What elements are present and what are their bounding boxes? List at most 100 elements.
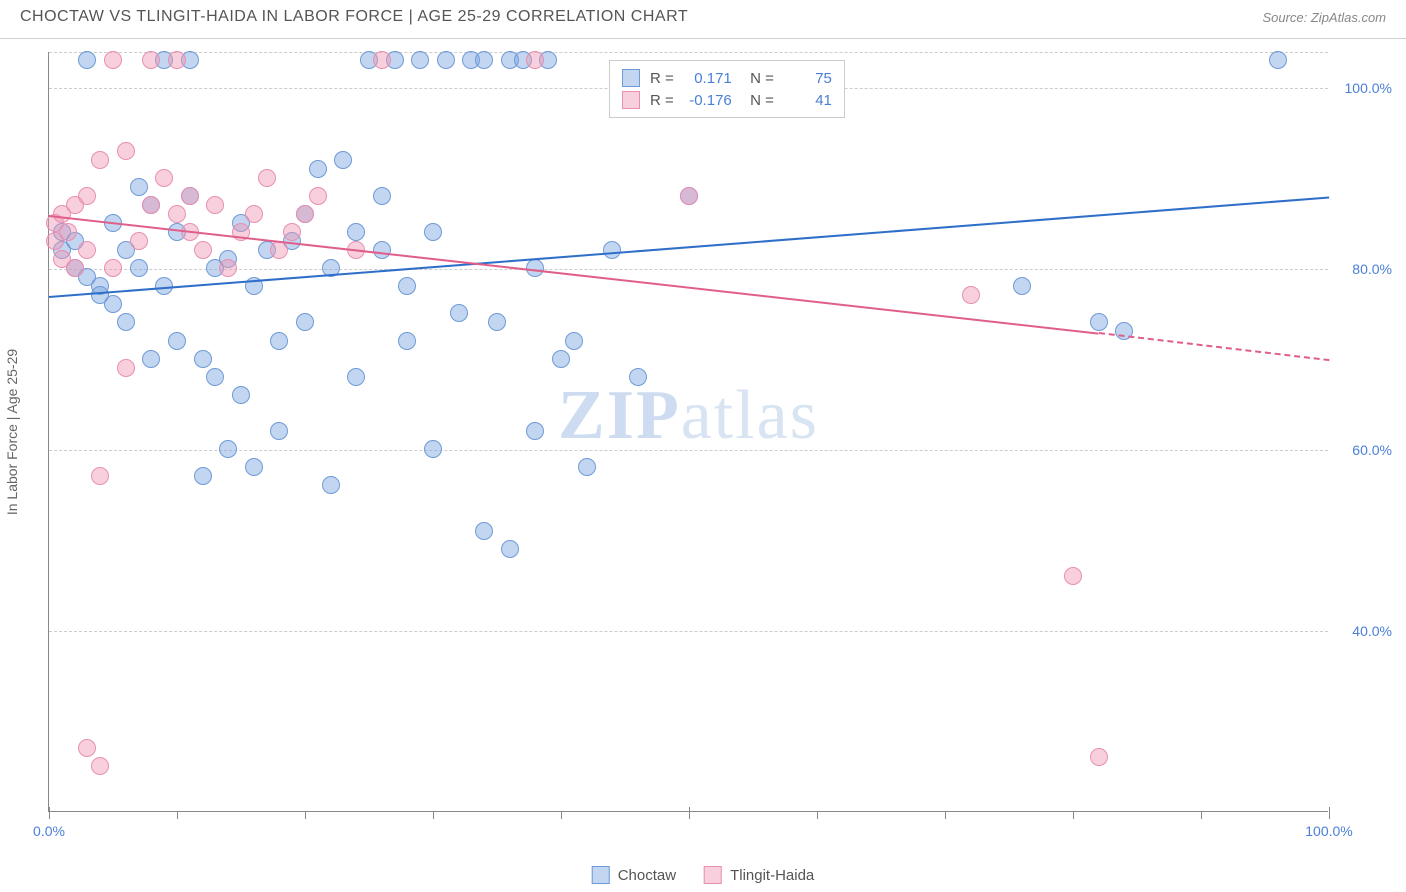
data-point bbox=[424, 223, 442, 241]
regression-line bbox=[1098, 332, 1329, 361]
data-point bbox=[104, 51, 122, 69]
data-point bbox=[1269, 51, 1287, 69]
stat-n-label: N = bbox=[742, 70, 774, 87]
data-point bbox=[104, 295, 122, 313]
x-tick bbox=[1073, 811, 1074, 819]
data-point bbox=[206, 196, 224, 214]
gridline bbox=[49, 52, 1328, 53]
data-point bbox=[168, 332, 186, 350]
data-point bbox=[526, 51, 544, 69]
y-tick-label: 40.0% bbox=[1336, 623, 1392, 639]
data-point bbox=[142, 51, 160, 69]
data-point bbox=[219, 440, 237, 458]
data-point bbox=[322, 476, 340, 494]
data-point bbox=[962, 286, 980, 304]
stat-r-label: R = bbox=[650, 70, 674, 87]
data-point bbox=[501, 540, 519, 558]
gridline bbox=[49, 450, 1328, 451]
legend-swatch-icon bbox=[622, 69, 640, 87]
data-point bbox=[78, 739, 96, 757]
data-point bbox=[424, 440, 442, 458]
data-point bbox=[526, 422, 544, 440]
chart-header: CHOCTAW VS TLINGIT-HAIDA IN LABOR FORCE … bbox=[0, 0, 1406, 39]
stat-n-value: 75 bbox=[784, 70, 832, 87]
data-point bbox=[450, 304, 468, 322]
stat-r-label: R = bbox=[650, 92, 674, 109]
x-tick bbox=[561, 811, 562, 819]
data-point bbox=[117, 313, 135, 331]
watermark: ZIPatlas bbox=[558, 376, 819, 456]
data-point bbox=[245, 458, 263, 476]
legend-swatch-icon bbox=[592, 866, 610, 884]
stat-n-label: N = bbox=[742, 92, 774, 109]
data-point bbox=[309, 187, 327, 205]
y-tick-label: 60.0% bbox=[1336, 442, 1392, 458]
series-legend: Choctaw Tlingit-Haida bbox=[592, 866, 815, 884]
data-point bbox=[437, 51, 455, 69]
data-point bbox=[181, 187, 199, 205]
data-point bbox=[142, 196, 160, 214]
data-point bbox=[130, 232, 148, 250]
data-point bbox=[629, 368, 647, 386]
legend-label: Tlingit-Haida bbox=[730, 867, 814, 884]
legend-label: Choctaw bbox=[618, 867, 676, 884]
data-point bbox=[245, 205, 263, 223]
data-point bbox=[334, 151, 352, 169]
data-point bbox=[552, 350, 570, 368]
gridline bbox=[49, 631, 1328, 632]
data-point bbox=[168, 205, 186, 223]
data-point bbox=[296, 313, 314, 331]
regression-line bbox=[49, 215, 1099, 335]
data-point bbox=[398, 277, 416, 295]
legend-item-tlingit-haida: Tlingit-Haida bbox=[704, 866, 814, 884]
data-point bbox=[59, 223, 77, 241]
data-point bbox=[347, 368, 365, 386]
data-point bbox=[155, 169, 173, 187]
legend-swatch-icon bbox=[622, 91, 640, 109]
data-point bbox=[270, 332, 288, 350]
data-point bbox=[168, 51, 186, 69]
data-point bbox=[270, 241, 288, 259]
stats-legend: R =0.171 N =75R =-0.176 N =41 bbox=[609, 60, 845, 118]
x-tick bbox=[305, 811, 306, 819]
data-point bbox=[270, 422, 288, 440]
data-point bbox=[130, 178, 148, 196]
x-tick bbox=[1329, 807, 1330, 819]
data-point bbox=[1090, 313, 1108, 331]
data-point bbox=[91, 467, 109, 485]
x-tick bbox=[817, 811, 818, 819]
stat-r-value: -0.176 bbox=[684, 92, 732, 109]
data-point bbox=[1090, 748, 1108, 766]
x-tick-label: 100.0% bbox=[1305, 823, 1352, 839]
legend-swatch-icon bbox=[704, 866, 722, 884]
data-point bbox=[309, 160, 327, 178]
chart-source: Source: ZipAtlas.com bbox=[1262, 10, 1386, 25]
data-point bbox=[194, 350, 212, 368]
data-point bbox=[680, 187, 698, 205]
data-point bbox=[194, 241, 212, 259]
x-tick bbox=[177, 811, 178, 819]
data-point bbox=[91, 151, 109, 169]
data-point bbox=[578, 458, 596, 476]
data-point bbox=[398, 332, 416, 350]
x-tick bbox=[1201, 811, 1202, 819]
data-point bbox=[142, 350, 160, 368]
y-tick-label: 100.0% bbox=[1336, 80, 1392, 96]
x-tick-label: 0.0% bbox=[33, 823, 65, 839]
stats-row: R =0.171 N =75 bbox=[622, 67, 832, 89]
plot-region: ZIPatlas 40.0%60.0%80.0%100.0%0.0%100.0%… bbox=[48, 52, 1328, 812]
data-point bbox=[565, 332, 583, 350]
chart-title: CHOCTAW VS TLINGIT-HAIDA IN LABOR FORCE … bbox=[20, 8, 688, 26]
stat-n-value: 41 bbox=[784, 92, 832, 109]
data-point bbox=[130, 259, 148, 277]
data-point bbox=[373, 241, 391, 259]
data-point bbox=[78, 187, 96, 205]
data-point bbox=[232, 386, 250, 404]
x-tick bbox=[433, 811, 434, 819]
data-point bbox=[78, 51, 96, 69]
legend-item-choctaw: Choctaw bbox=[592, 866, 676, 884]
data-point bbox=[194, 467, 212, 485]
data-point bbox=[488, 313, 506, 331]
data-point bbox=[475, 522, 493, 540]
data-point bbox=[411, 51, 429, 69]
